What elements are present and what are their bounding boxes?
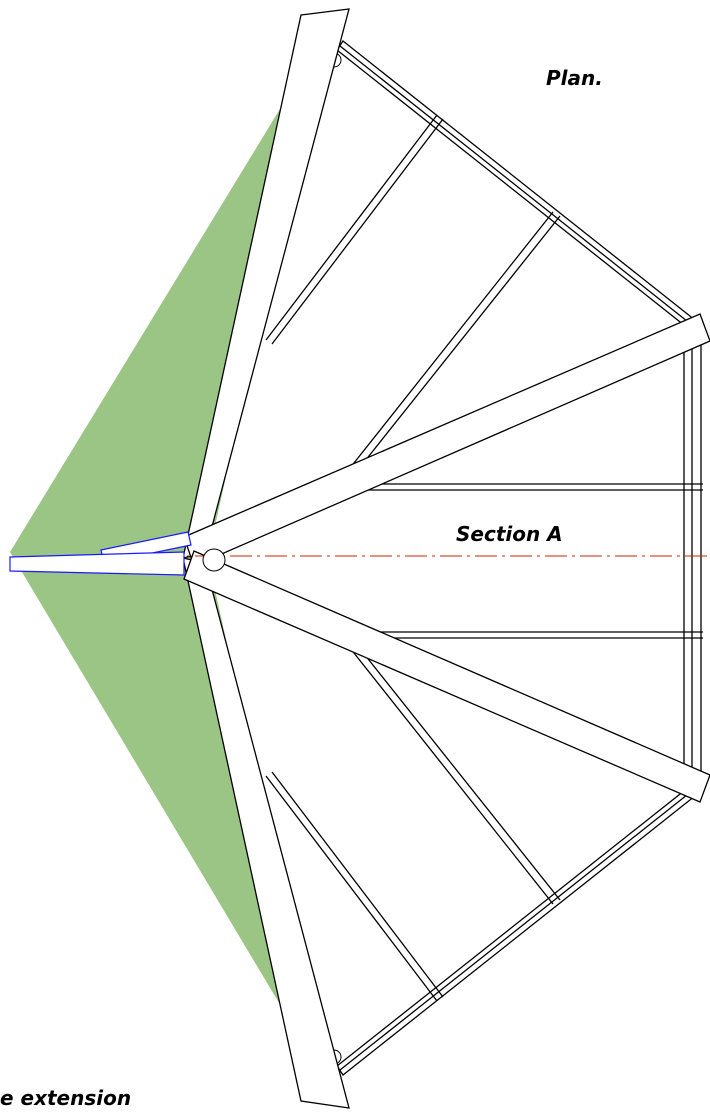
extension-label: e extension (0, 1086, 131, 1110)
main-rafters (182, 8, 710, 1109)
plan-title: Plan. (546, 66, 603, 90)
apex-post (202, 548, 226, 572)
middle-purlins (345, 483, 703, 639)
right-perimeter-wall (683, 337, 702, 779)
section-a-label: Section A (456, 522, 563, 546)
hip-rafter-top-right (183, 313, 710, 567)
hip-rafter-bottom-right (183, 550, 710, 803)
upper-purlins (265, 114, 561, 472)
extension-beams (9, 531, 192, 576)
corner-posts (326, 52, 698, 1065)
lower-purlins (265, 644, 561, 1002)
extension-beam-long (9, 551, 185, 576)
